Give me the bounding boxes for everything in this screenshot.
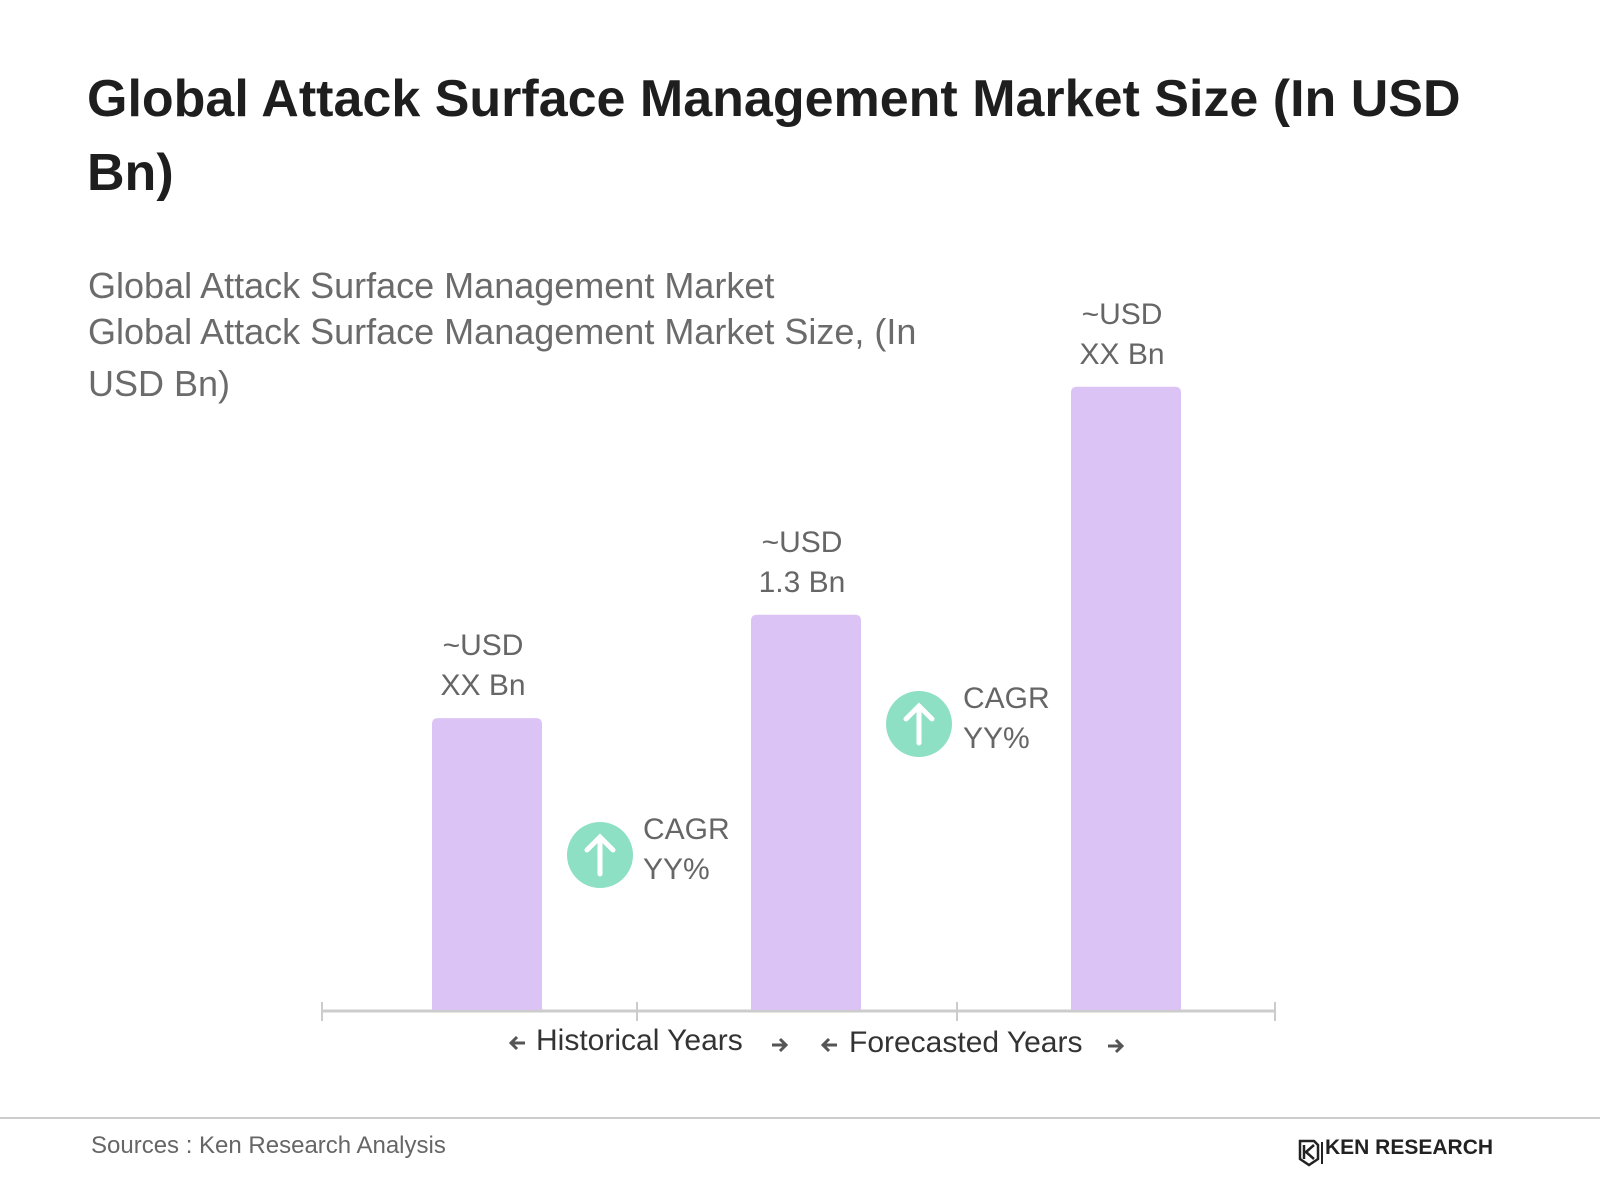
chart-title: Global Attack Surface Management Market …: [87, 70, 1461, 202]
period-label: Historical Years: [536, 1024, 743, 1057]
cagr-annotation: CAGR YY%: [643, 813, 730, 886]
value-label: ~USD 1.3 Bn: [758, 525, 846, 599]
brand-icon: [1298, 1139, 1320, 1167]
period-arrows: [508, 1035, 1125, 1054]
brand-icon: [1302, 1144, 1315, 1160]
period-label: Forecasted Years: [849, 1026, 1083, 1059]
cagr-icon: [886, 691, 952, 757]
value-label: ~USD XX Bn: [1079, 297, 1165, 371]
value-label: ~USD XX Bn: [440, 629, 526, 703]
source-note: Sources : Ken Research Analysis: [91, 1132, 446, 1159]
subtitle: Global Attack Surface Management Market: [88, 265, 775, 306]
brand: KEN RESEARCH: [1325, 1136, 1494, 1159]
cagr-annotation: CAGR YY%: [963, 682, 1050, 755]
bar: [1071, 386, 1181, 1010]
subtitle: Global Attack Surface Management Market …: [88, 311, 917, 404]
bar: [432, 718, 542, 1010]
cagr-icon: [567, 822, 633, 888]
bar: [751, 614, 861, 1010]
